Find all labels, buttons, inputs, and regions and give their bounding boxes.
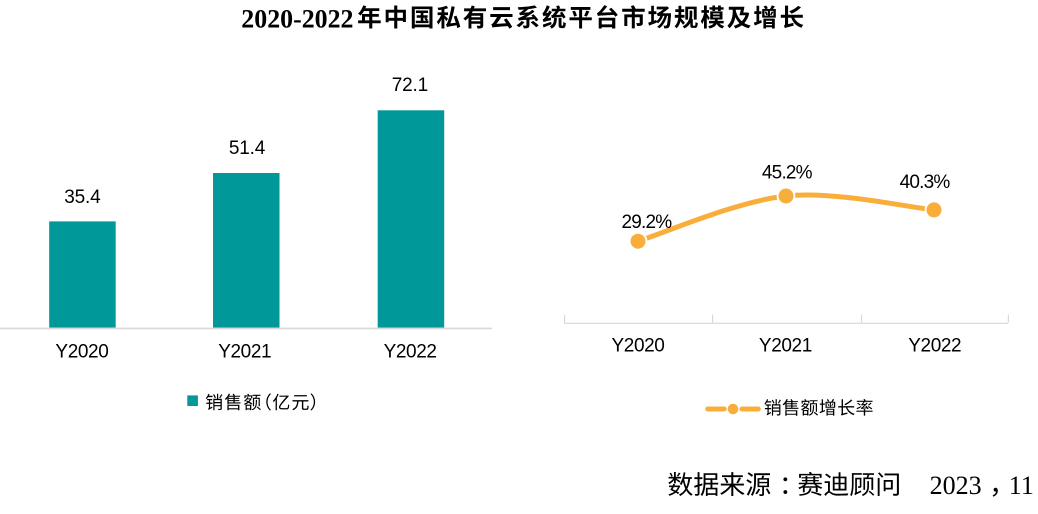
svg-text:29.2%: 29.2%	[621, 212, 672, 233]
svg-text:Y2021: Y2021	[218, 342, 271, 363]
svg-text:35.4: 35.4	[64, 187, 101, 208]
svg-text:Y2022: Y2022	[384, 342, 437, 363]
svg-text:Y2022: Y2022	[908, 336, 961, 357]
svg-text:45.2%: 45.2%	[762, 163, 813, 184]
svg-text:2023: 2023	[930, 471, 982, 500]
svg-text:40.3%: 40.3%	[900, 172, 951, 193]
svg-text:Y2020: Y2020	[612, 336, 665, 357]
svg-text:Y2020: Y2020	[55, 342, 108, 363]
svg-text:51.4: 51.4	[229, 138, 266, 159]
svg-text:2020-2022: 2020-2022	[241, 4, 353, 33]
svg-text:Y2021: Y2021	[759, 336, 812, 357]
svg-text:72.1: 72.1	[392, 75, 428, 96]
svg-text:11: 11	[1009, 471, 1034, 500]
